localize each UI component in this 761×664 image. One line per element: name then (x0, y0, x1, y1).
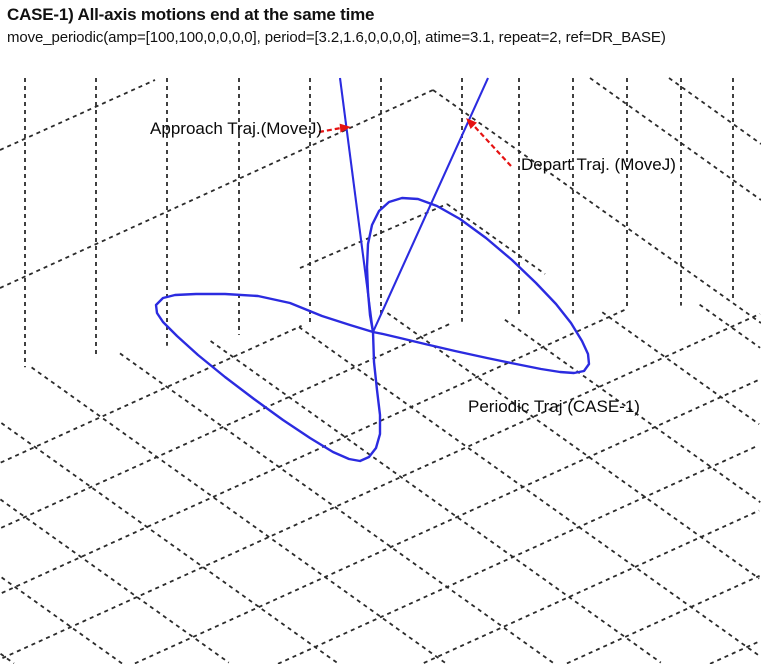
figure-title: CASE-1) All-axis motions end at the same… (7, 5, 375, 24)
approach-arrow-shaft (318, 126, 342, 134)
annotation-arrows (318, 118, 512, 167)
approach-trajectory-label: Approach Traj.(MoveJ) (150, 119, 322, 138)
move-periodic-command: move_periodic(amp=[100,100,0,0,0,0], per… (7, 28, 666, 46)
approach-trajectory-line (338, 77, 375, 333)
depart-trajectory-label: Depart Traj. (MoveJ) (521, 155, 676, 174)
depart-trajectory-line (372, 77, 489, 333)
depart-arrow-head (466, 118, 477, 129)
approach-arrow-head (339, 123, 351, 133)
depart-arrow-shaft (474, 126, 512, 167)
figure-header: CASE-1) All-axis motions end at the same… (7, 4, 761, 49)
periodic-trajectory-curve (154, 196, 591, 463)
periodic-trajectory-label: Periodic Traj (CASE-1) (468, 397, 640, 416)
grid-lines (0, 77, 761, 664)
